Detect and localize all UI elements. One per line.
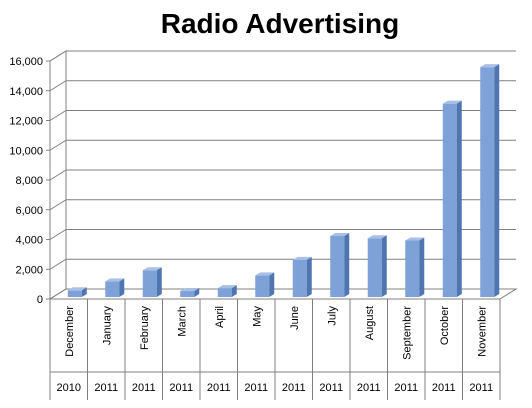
year-label: 2010 <box>57 382 81 394</box>
x-tick-label: March <box>176 306 188 337</box>
year-label: 2011 <box>132 382 156 394</box>
bar-top <box>255 272 275 276</box>
gridline <box>49 80 516 92</box>
y-tick-label: 14,000 <box>9 86 43 98</box>
bar <box>67 290 82 297</box>
bar-side <box>231 285 237 297</box>
bar-side <box>269 272 275 297</box>
bar-side <box>306 256 312 297</box>
bar-top <box>180 288 200 292</box>
bar-side <box>194 288 200 297</box>
gridline <box>49 169 516 181</box>
year-label: 2011 <box>319 382 343 394</box>
bar-side <box>156 267 162 297</box>
year-label: 2011 <box>169 382 193 394</box>
y-tick-label: 4,000 <box>15 235 43 247</box>
bar <box>105 281 120 297</box>
bar-side <box>494 64 500 298</box>
bar <box>367 238 382 297</box>
bar-top <box>330 233 350 237</box>
year-label: 2011 <box>94 382 118 394</box>
year-label: 2011 <box>394 382 418 394</box>
year-label: 2011 <box>432 382 456 394</box>
y-tick-label: 6,000 <box>15 205 43 217</box>
gridline <box>49 139 516 151</box>
bar-top <box>292 256 312 260</box>
bar <box>142 270 157 297</box>
x-tick-label: September <box>401 306 413 360</box>
gridline <box>49 199 516 211</box>
bar-top <box>217 285 237 289</box>
chart-title: Radio Advertising <box>160 8 400 39</box>
x-tick-label: April <box>214 306 226 328</box>
y-tick-label: 0 <box>37 294 43 306</box>
x-tick-label: December <box>64 306 76 357</box>
gridline <box>49 288 516 300</box>
bar-top <box>67 287 87 291</box>
bar-top <box>442 100 462 104</box>
bar-side <box>419 237 425 297</box>
bar-side <box>381 235 387 297</box>
y-tick-label: 8,000 <box>15 175 43 187</box>
bar <box>330 236 345 297</box>
gridline <box>49 229 516 240</box>
year-label: 2011 <box>282 382 306 394</box>
year-label: 2011 <box>357 382 381 394</box>
x-tick-label: January <box>101 306 113 346</box>
y-tick-label: 16,000 <box>9 56 43 68</box>
bar <box>292 259 307 297</box>
bar-side <box>456 100 462 297</box>
x-tick-label: August <box>364 306 376 340</box>
bar <box>180 291 195 297</box>
bar-top <box>105 278 125 282</box>
bar-side <box>81 287 87 297</box>
bar <box>405 240 420 297</box>
bar-top <box>367 235 387 239</box>
bar-side <box>344 233 350 297</box>
year-label: 2011 <box>469 382 493 394</box>
bar <box>255 275 270 297</box>
gridline <box>49 50 516 62</box>
x-tick-label: May <box>251 306 263 327</box>
y-tick-label: 10,000 <box>9 145 43 157</box>
year-label: 2011 <box>207 382 231 394</box>
x-tick-label: July <box>326 306 338 326</box>
gridline <box>49 258 516 270</box>
bar-top <box>142 267 162 271</box>
x-tick-label: June <box>289 306 301 330</box>
x-tick-label: February <box>139 306 151 351</box>
gridline <box>49 110 516 121</box>
y-tick-label: 12,000 <box>9 116 43 128</box>
y-tick-label: 2,000 <box>15 264 43 276</box>
x-tick-label: November <box>476 306 488 357</box>
x-tick-label: October <box>439 306 451 345</box>
bar-top <box>405 237 425 241</box>
bar-side <box>119 278 125 297</box>
bar <box>480 67 495 298</box>
year-label: 2011 <box>244 382 268 394</box>
bar <box>442 103 457 297</box>
bar-top <box>480 64 500 68</box>
bar <box>217 288 232 297</box>
